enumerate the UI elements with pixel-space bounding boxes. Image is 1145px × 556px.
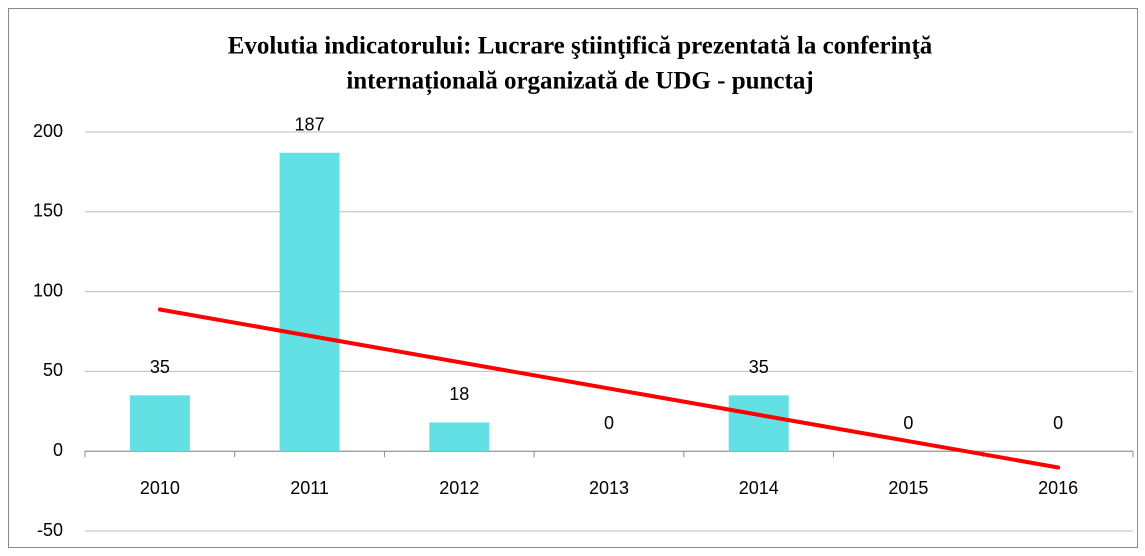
chart-border [8, 8, 1138, 548]
y-tick-label: -50 [37, 520, 63, 540]
x-tick-label: 2016 [1038, 478, 1078, 498]
x-tick-label: 2011 [290, 478, 329, 498]
x-tick-label: 2012 [439, 478, 479, 498]
y-tick-label: 0 [53, 440, 63, 460]
chart-title: Evolutia indicatorului: Lucrare ştiinţif… [228, 33, 933, 60]
x-tick-label: 2013 [589, 478, 629, 498]
y-tick-label: 200 [33, 121, 63, 141]
trendline [157, 307, 1061, 470]
x-tick-label: 2010 [140, 478, 180, 498]
x-tick-label: 2015 [888, 478, 928, 498]
bar [279, 152, 340, 452]
y-tick-label: 150 [33, 201, 63, 221]
chart-title: internațională organizată de UDG - punct… [346, 68, 813, 96]
bar [429, 422, 490, 452]
y-tick-label: 100 [33, 280, 63, 300]
x-tick-label: 2014 [739, 478, 779, 498]
data-label: 187 [295, 114, 325, 134]
bar [728, 395, 789, 452]
bar [129, 395, 190, 452]
data-label: 0 [604, 413, 614, 433]
y-tick-label: 50 [43, 360, 63, 380]
data-label: 0 [1053, 413, 1063, 433]
data-label: 35 [749, 357, 769, 377]
data-label: 0 [903, 413, 913, 433]
data-label: 18 [449, 384, 469, 404]
data-label: 35 [150, 357, 170, 377]
